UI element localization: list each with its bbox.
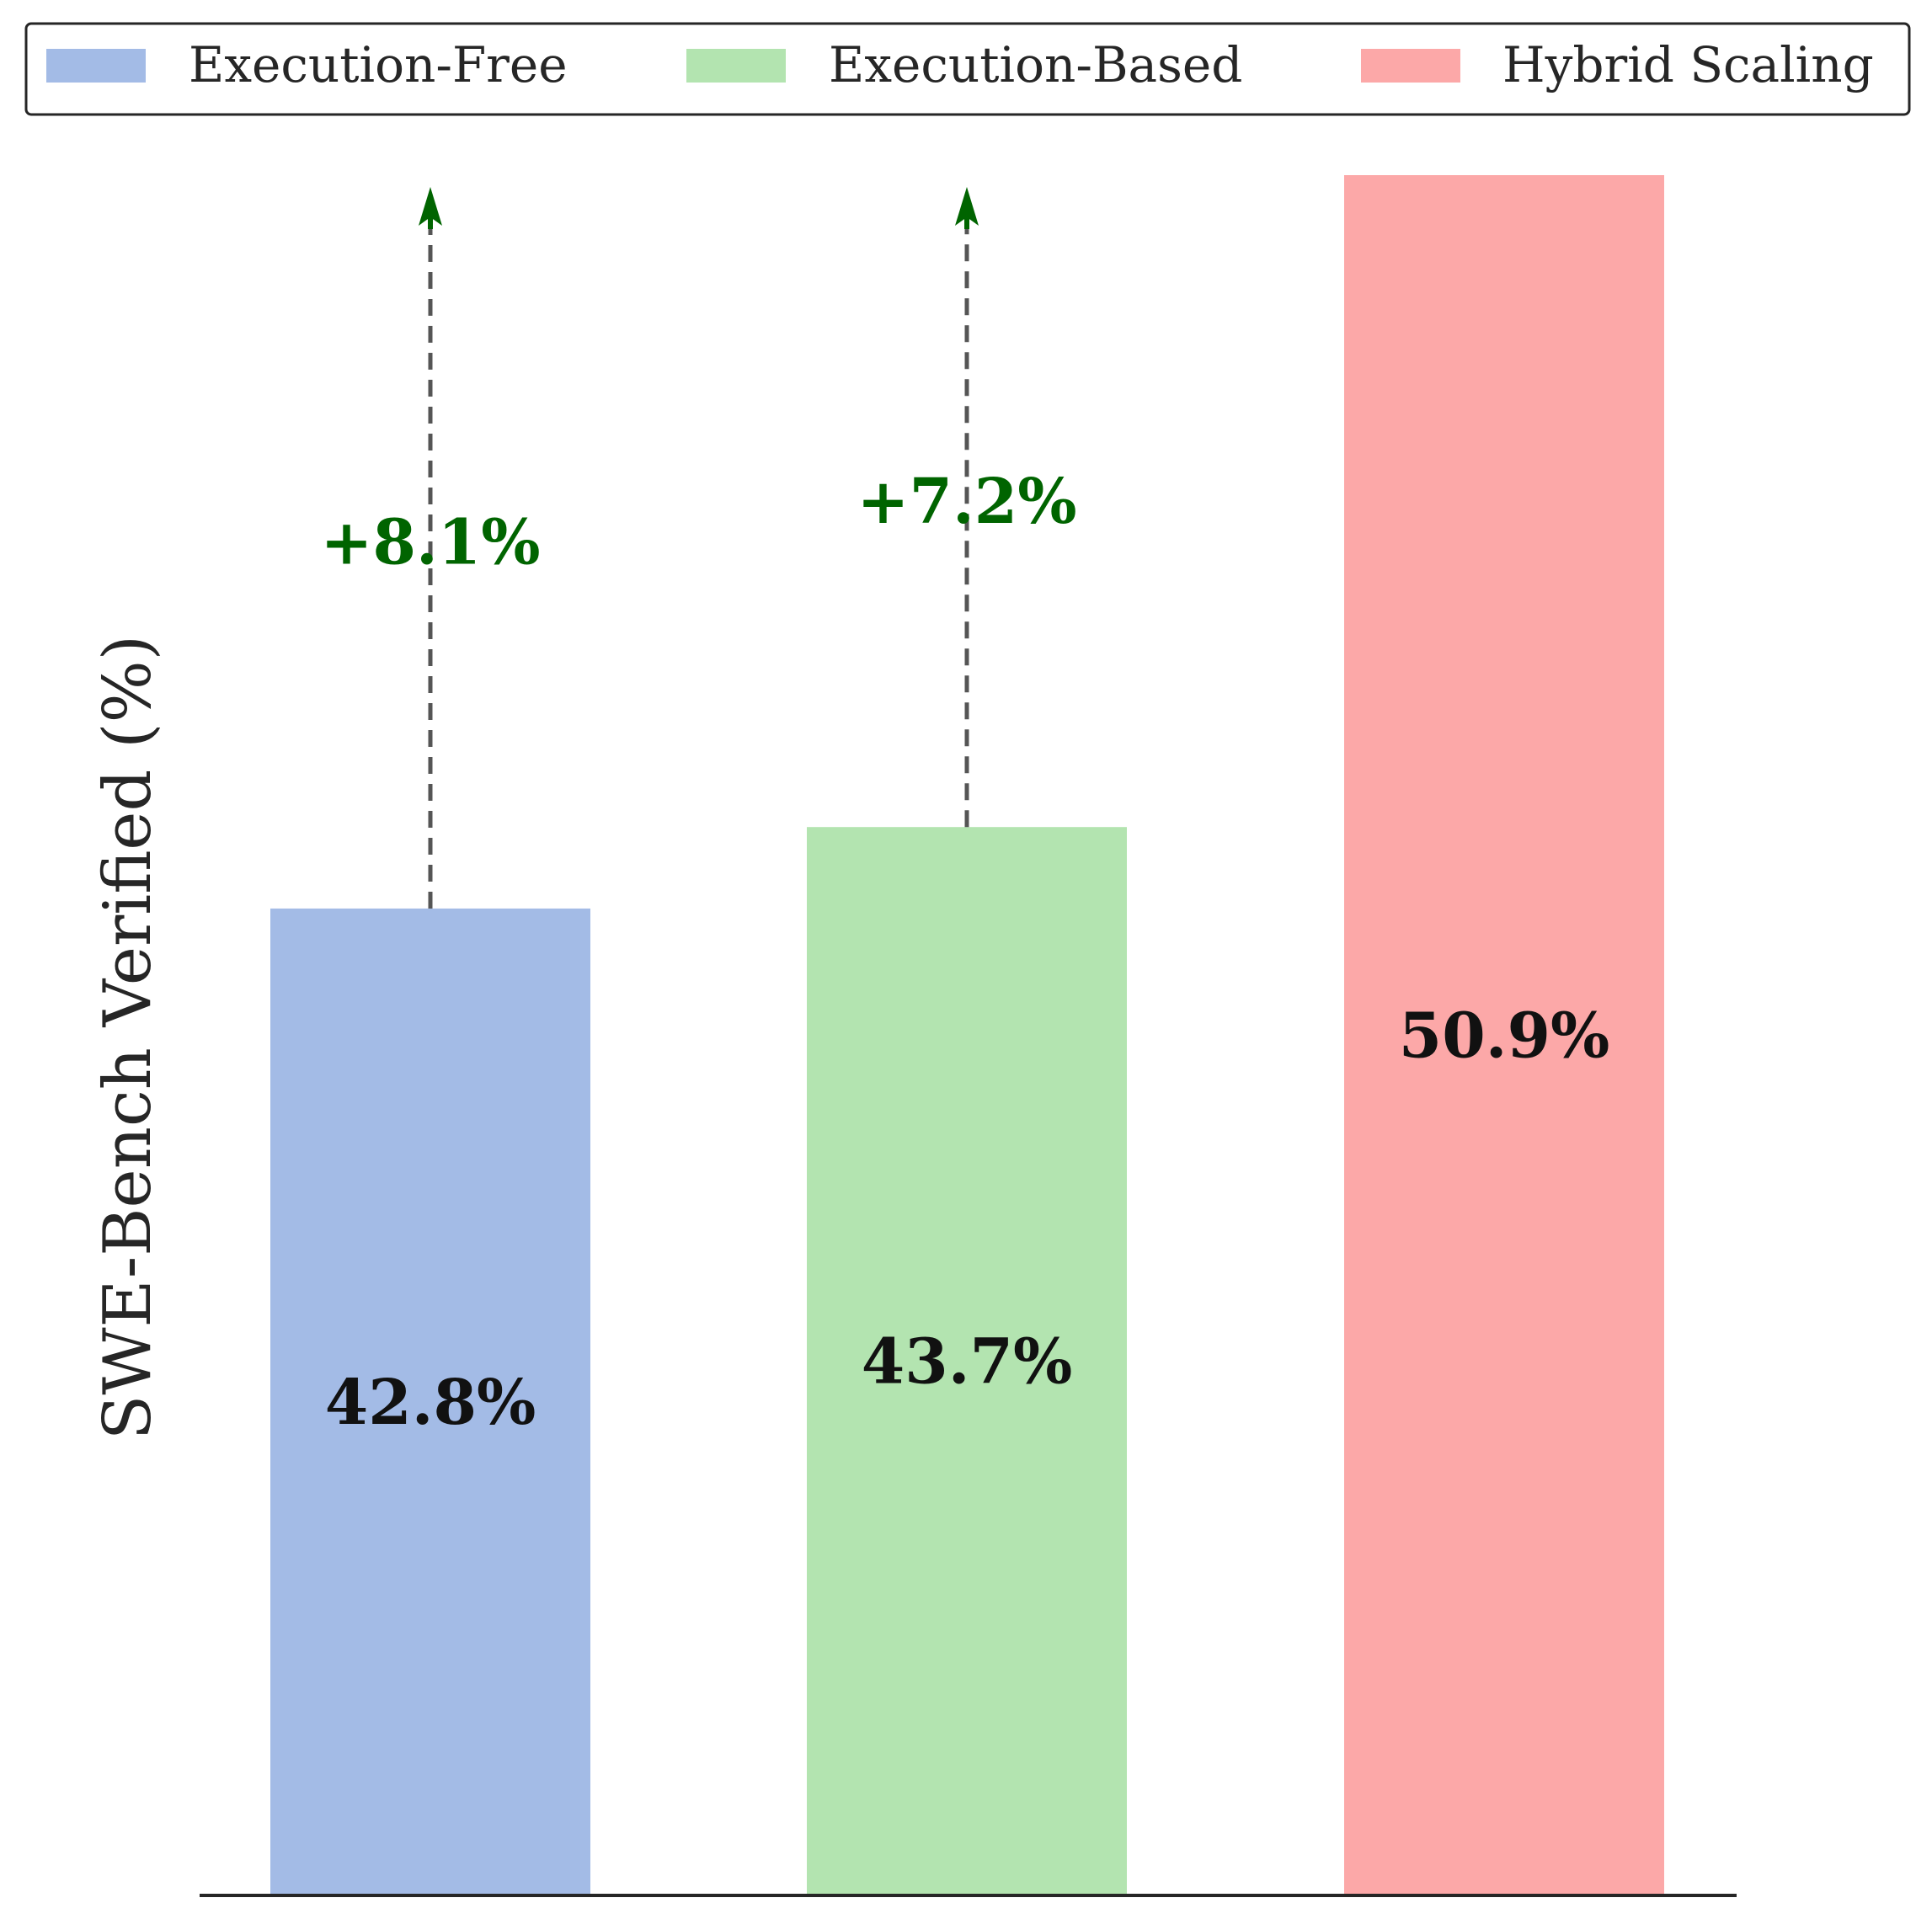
bars-group bbox=[270, 175, 1664, 1895]
improvement-arrowhead-execution-free bbox=[419, 187, 442, 226]
legend-frame bbox=[24, 22, 1911, 116]
legend-label-hybrid-scaling: Hybrid Scaling bbox=[1502, 36, 1874, 93]
y-axis-label: SWE-Bench Verified (%) bbox=[90, 635, 166, 1440]
gain-label-execution-based: +7.2% bbox=[857, 466, 1076, 538]
value-label-hybrid-scaling: 50.9% bbox=[1399, 1000, 1610, 1073]
bar-hybrid-scaling bbox=[1344, 175, 1664, 1895]
value-label-execution-based: 43.7% bbox=[862, 1326, 1073, 1399]
legend-label-execution-based: Execution-Based bbox=[829, 36, 1242, 93]
gain-label-execution-free: +8.1% bbox=[320, 506, 540, 578]
bar-execution-free bbox=[270, 908, 590, 1895]
legend-swatch-hybrid-scaling bbox=[1361, 49, 1460, 83]
value-labels-group: 42.8% 43.7% 50.9% bbox=[325, 1000, 1610, 1439]
legend: Execution-Free Execution-Based Hybrid Sc… bbox=[24, 22, 1911, 116]
legend-swatch-execution-based bbox=[686, 49, 786, 83]
value-label-execution-free: 42.8% bbox=[325, 1367, 536, 1439]
bar-execution-based bbox=[807, 827, 1127, 1895]
improvement-arrowhead-execution-based bbox=[955, 187, 979, 226]
legend-swatch-execution-free bbox=[46, 49, 146, 83]
annotations-group: +8.1% +7.2% bbox=[320, 187, 1077, 909]
legend-label-execution-free: Execution-Free bbox=[189, 36, 568, 93]
